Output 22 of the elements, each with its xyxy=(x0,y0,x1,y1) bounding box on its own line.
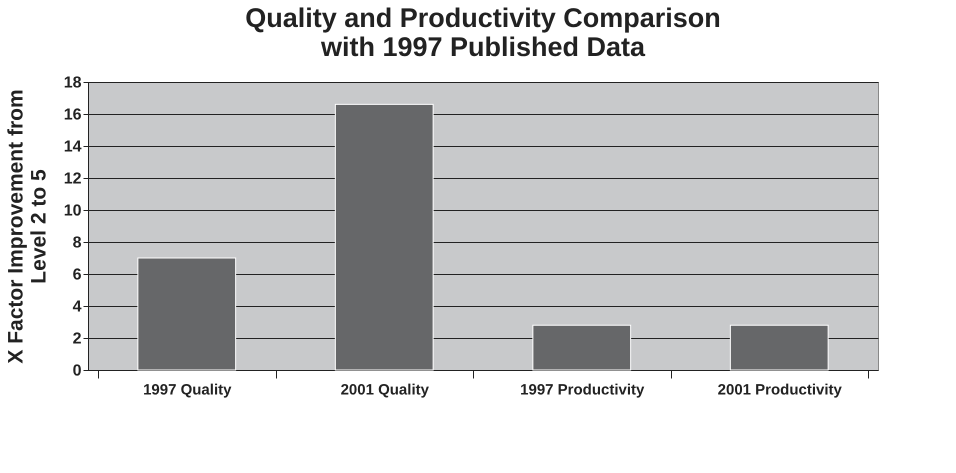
y-tick-label: 4 xyxy=(72,298,82,316)
x-tick-label: 2001 Productivity xyxy=(718,382,843,398)
text: Quality and Productivity Comparison xyxy=(245,3,721,33)
y-tick-label: 8 xyxy=(72,234,82,252)
y-tick-label: 6 xyxy=(72,266,82,284)
y-tick-label: 14 xyxy=(64,138,82,156)
y-tick-label: 10 xyxy=(64,202,82,220)
y-tick-label: 0 xyxy=(72,362,82,380)
x-tick-label: 1997 Productivity xyxy=(520,382,646,398)
x-tick-label: 1997 Quality xyxy=(143,382,232,398)
bar xyxy=(334,104,434,370)
y-tick-label: 16 xyxy=(64,106,82,124)
y-tick-label: 18 xyxy=(64,74,82,92)
text: Level 2 to 5 xyxy=(28,169,51,284)
y-tick-label: 12 xyxy=(64,170,82,188)
y-tick-label: 2 xyxy=(72,330,82,348)
bar xyxy=(730,324,829,370)
x-tick-label: 2001 Quality xyxy=(340,382,430,398)
text: with 1997 Published Data xyxy=(320,32,646,62)
bar xyxy=(137,258,236,370)
text: X Factor Improvement from xyxy=(4,89,28,364)
bar xyxy=(532,324,632,370)
